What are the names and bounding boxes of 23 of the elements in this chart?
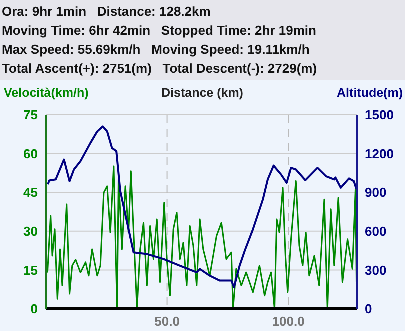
y-axis-title: Velocità(km/h) <box>4 86 89 100</box>
y-tick-label: 0 <box>30 302 38 317</box>
y-tick-label: 45 <box>24 185 38 200</box>
y-tick-label: 75 <box>24 108 38 123</box>
x-axis-title: Distance (km) <box>162 86 244 100</box>
text: Moving Time: 6hr 42min Stopped Time: 2hr 19min <box>2 22 318 40</box>
x-tick-label: 100.0 <box>272 314 305 330</box>
text: Total Ascent(+): 2751(m) Total Descent(-): 2729(m) <box>2 60 318 78</box>
y2-tick-label: 1500 <box>365 108 394 123</box>
text: Max Speed: 55.69km/h Moving Speed: 19.11km/h <box>2 41 311 59</box>
y2-tick-label: 300 <box>365 262 387 278</box>
y2-tick-label: 900 <box>365 185 387 200</box>
y2-tick-label: 1200 <box>365 146 394 162</box>
y-tick-label: 15 <box>24 262 38 278</box>
text: Ora: 9hr 1min Distance: 128.2km <box>2 3 212 21</box>
line-series <box>46 166 357 309</box>
y-tick-label: 30 <box>24 224 38 240</box>
line-series <box>47 126 357 288</box>
y2-tick-label: 0 <box>365 302 372 317</box>
x-tick-label: 50.0 <box>154 314 180 330</box>
y2-axis-title: Altitude(m) <box>337 86 403 100</box>
y2-tick-label: 600 <box>365 224 387 240</box>
y-tick-label: 60 <box>24 146 38 162</box>
